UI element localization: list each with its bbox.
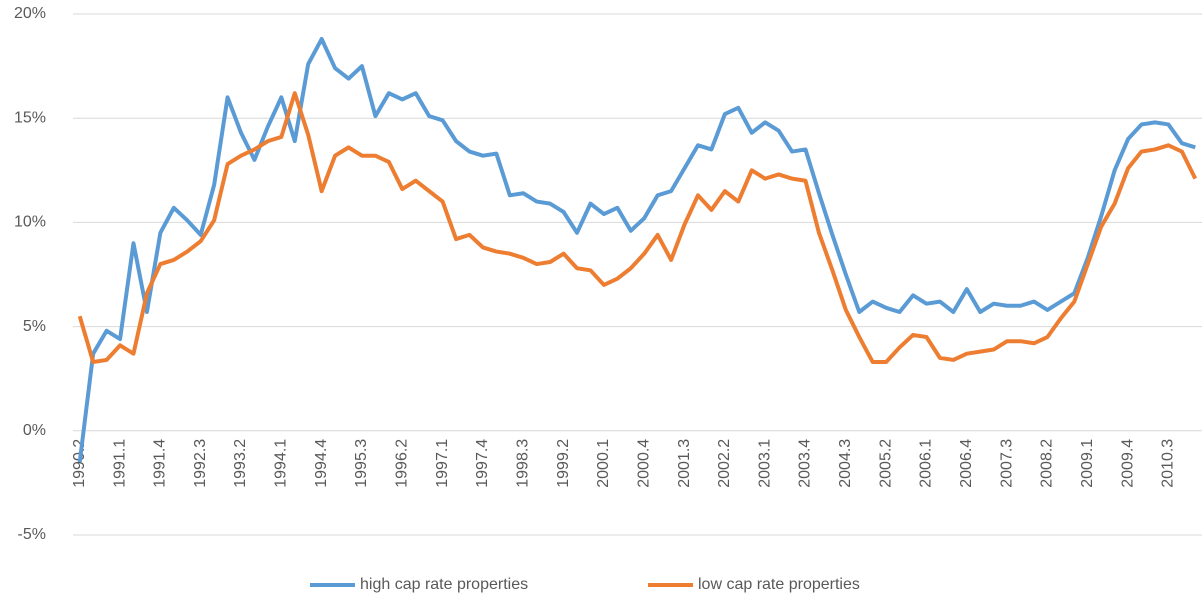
x-tick-label: 1992.3 bbox=[192, 439, 209, 488]
x-tick-label: 2002.2 bbox=[716, 439, 733, 488]
x-tick-label: 2001.3 bbox=[676, 439, 693, 488]
x-tick-label: 2004.3 bbox=[837, 439, 854, 488]
data-line bbox=[77, 91, 1198, 365]
x-tick-label: 2003.1 bbox=[756, 439, 773, 488]
y-tick-label: -5% bbox=[18, 526, 46, 543]
x-tick-label: 2005.2 bbox=[877, 439, 894, 488]
x-tick-label: 1999.2 bbox=[555, 439, 572, 488]
x-tick-label: 2009.1 bbox=[1079, 439, 1096, 488]
y-tick-label: 5% bbox=[23, 318, 46, 335]
legend-label: low cap rate properties bbox=[698, 576, 860, 593]
x-tick-label: 2007.3 bbox=[998, 439, 1015, 488]
x-tick-label: 1997.1 bbox=[434, 439, 451, 488]
x-tick-label: 2000.1 bbox=[595, 439, 612, 488]
x-tick-label: 2008.2 bbox=[1039, 439, 1056, 488]
x-tick-label: 2006.4 bbox=[958, 439, 975, 488]
x-tick-label: 1997.4 bbox=[474, 439, 491, 488]
x-tick-label: 2009.4 bbox=[1119, 439, 1136, 488]
x-tick-label: 1994.1 bbox=[273, 439, 290, 488]
x-tick-label: 1991.4 bbox=[152, 439, 169, 488]
y-tick-label: 10% bbox=[14, 214, 46, 231]
x-tick-label: 1993.2 bbox=[232, 439, 249, 488]
x-tick-label: 2003.4 bbox=[797, 439, 814, 488]
data-line bbox=[77, 37, 1196, 463]
x-tick-label: 1994.4 bbox=[313, 439, 330, 488]
x-tick-label: 1996.2 bbox=[394, 439, 411, 488]
y-tick-label: 20% bbox=[14, 5, 46, 22]
x-tick-label: 1991.1 bbox=[111, 439, 128, 488]
x-tick-label: 1990.2 bbox=[71, 439, 88, 488]
y-tick-label: 0% bbox=[23, 422, 46, 439]
y-tick-label: 15% bbox=[14, 109, 46, 126]
x-tick-label: 2000.4 bbox=[635, 439, 652, 488]
x-tick-label: 1998.3 bbox=[514, 439, 531, 488]
x-tick-label: 2010.3 bbox=[1160, 439, 1177, 488]
x-tick-label: 1995.3 bbox=[353, 439, 370, 488]
legend-label: high cap rate properties bbox=[360, 576, 528, 593]
x-tick-label: 2006.1 bbox=[918, 439, 935, 488]
